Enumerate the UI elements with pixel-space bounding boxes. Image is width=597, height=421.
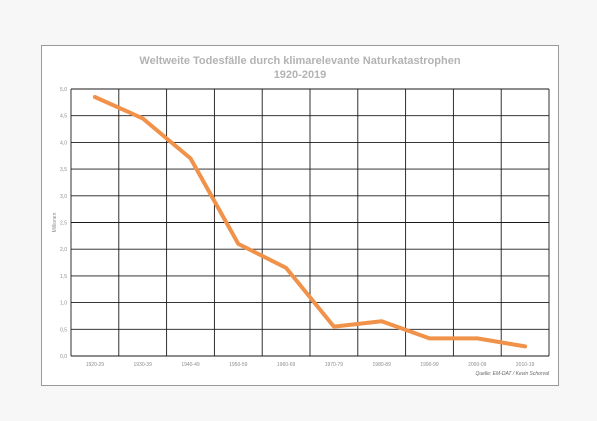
y-tick-label: 3,0: [60, 194, 67, 200]
x-tick-label: 2010-19: [516, 362, 535, 368]
source-note: Quelle: EM-DAT / Kevin Schorval: [475, 371, 549, 377]
y-tick-label: 1,5: [60, 274, 67, 280]
y-tick-label: 1,0: [60, 301, 67, 307]
y-tick-label: 2,0: [60, 247, 67, 253]
x-tick-label: 1920-29: [86, 362, 105, 368]
chart-title-line2: 1920-2019: [273, 69, 327, 81]
y-tick-label: 4,5: [60, 114, 67, 120]
x-tick-label: 1930-39: [134, 362, 153, 368]
y-tick-label: 4,0: [60, 140, 67, 146]
series-line: [92, 95, 528, 349]
x-tick-label: 1970-79: [325, 362, 344, 368]
chart-title: Weltweite Todesfälle durch klimarelevant…: [41, 54, 559, 82]
y-tick-label: 0,0: [60, 354, 67, 360]
y-tick-label: 0,5: [60, 327, 67, 333]
x-tick-label: 1990-99: [420, 362, 439, 368]
x-tick-label: 1960-69: [277, 362, 296, 368]
y-axis-label: Millionen: [52, 212, 58, 232]
x-tick-label: 2000-09: [468, 362, 487, 368]
x-tick-label: 1940-49: [181, 362, 200, 368]
y-tick-label: 2,5: [60, 221, 67, 227]
x-tick-label: 1980-89: [373, 362, 392, 368]
x-tick-label: 1950-59: [229, 362, 248, 368]
y-tick-label: 3,5: [60, 167, 67, 173]
y-tick-label: 5,0: [60, 87, 67, 93]
chart-title-line1: Weltweite Todesfälle durch klimarelevant…: [139, 55, 461, 67]
